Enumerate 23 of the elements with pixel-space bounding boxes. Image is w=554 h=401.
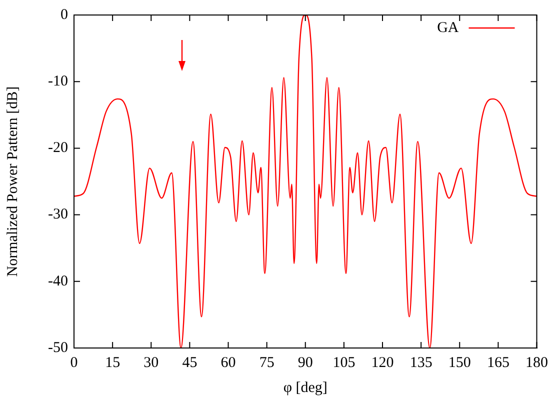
x-tick-label: 180 xyxy=(526,354,548,371)
x-tick-label: 60 xyxy=(220,354,236,371)
line-series xyxy=(74,15,537,348)
y-tick-label: -50 xyxy=(48,340,68,356)
x-tick-label: 105 xyxy=(332,354,356,371)
x-tick-label: 90 xyxy=(298,354,313,371)
x-tick-label: 15 xyxy=(105,354,120,371)
x-tick-label: 75 xyxy=(259,354,274,371)
x-tick-label: 30 xyxy=(144,354,159,371)
text: GA xyxy=(437,20,459,36)
y-tick-label: -20 xyxy=(48,140,68,156)
x-tick-label: 135 xyxy=(410,354,432,371)
y-axis-title: Normalized Power Pattern [dB] xyxy=(4,86,21,277)
x-tick-label: 120 xyxy=(371,354,394,371)
y-tick-label: -40 xyxy=(48,273,68,290)
y-tick-label: -10 xyxy=(48,74,68,90)
y-tick-label: 0 xyxy=(60,6,68,23)
x-tick-label: 165 xyxy=(486,354,510,371)
x-tick-label: 45 xyxy=(182,354,198,371)
x-tick-label: 150 xyxy=(448,354,471,371)
y-tick-label: -30 xyxy=(48,206,68,223)
x-tick-label: 0 xyxy=(70,354,78,371)
x-axis-title: φ [deg] xyxy=(283,380,328,396)
